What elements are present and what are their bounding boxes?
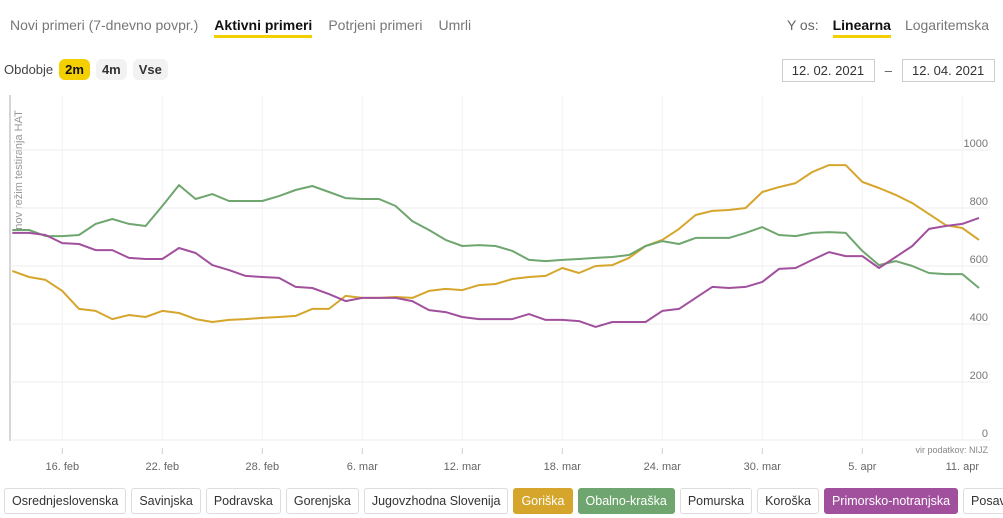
period-option[interactable]: Vse bbox=[132, 59, 168, 80]
legend: Osrednjeslovenska Savinjska Podravska Goren… bbox=[4, 488, 1003, 514]
tab[interactable]: Novi primeri (7-dnevno povpr.) bbox=[10, 17, 199, 33]
y-scale-switch: Y os: Linearna Logaritemska bbox=[787, 17, 989, 38]
date-to[interactable]: 12. 04. 2021 bbox=[902, 59, 995, 82]
region-button[interactable]: Gorenjska bbox=[285, 488, 359, 514]
legend-item[interactable]: Primorsko-notranjska bbox=[823, 488, 959, 514]
period-label: Obdobje bbox=[4, 62, 54, 77]
y-tick-label: 800 bbox=[970, 196, 988, 208]
date-from[interactable]: 12. 02. 2021 bbox=[781, 59, 875, 82]
x-tick-label: 12. mar bbox=[444, 461, 482, 473]
region-button[interactable]: Posavska bbox=[963, 488, 1003, 514]
x-tick-label: 24. mar bbox=[644, 461, 682, 473]
region-button[interactable]: Pomurska bbox=[679, 488, 753, 514]
y-scale-label: Y os: bbox=[786, 17, 819, 33]
x-tick-label: 28. feb bbox=[245, 461, 279, 473]
region-button[interactable]: Jugovzhodna Slovenija bbox=[363, 488, 509, 514]
source-note: vir podatkov: NIJZ bbox=[915, 445, 988, 455]
y-axis-title: nov režim testiranja HAT bbox=[13, 110, 25, 230]
tab[interactable]: Aktivni primeri bbox=[214, 17, 313, 38]
y-tick-label: 600 bbox=[970, 254, 988, 266]
date-separator: – bbox=[884, 63, 892, 78]
legend-item[interactable]: Goriška bbox=[513, 488, 573, 514]
y-tick-label: 200 bbox=[970, 370, 988, 382]
region-button[interactable]: Koroška bbox=[757, 488, 819, 514]
period-switch: Obdobje 2m 4m Vse bbox=[4, 59, 168, 80]
x-tick-label: 30. mar bbox=[744, 461, 782, 473]
region-button[interactable]: Osrednjeslovenska bbox=[4, 488, 127, 514]
y-scale-option[interactable]: Logaritemska bbox=[904, 17, 989, 33]
tab[interactable]: Potrjeni primeri bbox=[328, 17, 423, 33]
x-tick-label: 5. apr bbox=[848, 461, 876, 473]
x-tick-label: 11. apr bbox=[946, 461, 980, 473]
y-tick-label: 1000 bbox=[964, 138, 988, 150]
y-tick-label: 400 bbox=[970, 312, 988, 324]
y-scale-option[interactable]: Linearna bbox=[832, 17, 891, 38]
x-tick-label: 16. feb bbox=[45, 461, 79, 473]
tab[interactable]: Umrli bbox=[438, 17, 472, 33]
series-line bbox=[12, 184, 980, 289]
region-button[interactable]: Podravska bbox=[205, 488, 281, 514]
legend-item[interactable]: Obalno-kraška bbox=[577, 488, 675, 514]
date-range: 12. 02. 2021 – 12. 04. 2021 bbox=[781, 59, 995, 82]
period-option[interactable]: 4m bbox=[95, 59, 127, 80]
x-tick-label: 22. feb bbox=[145, 461, 179, 473]
tabs: Novi primeri (7-dnevno povpr.) Aktivni pr… bbox=[10, 17, 471, 38]
series-line bbox=[11, 164, 980, 323]
x-tick-label: 6. mar bbox=[347, 461, 379, 473]
y-tick-label: 0 bbox=[982, 428, 988, 440]
region-button[interactable]: Savinjska bbox=[131, 488, 201, 514]
series-line bbox=[12, 216, 980, 328]
period-option[interactable]: 2m bbox=[59, 59, 90, 80]
x-tick-label: 18. mar bbox=[544, 461, 582, 473]
